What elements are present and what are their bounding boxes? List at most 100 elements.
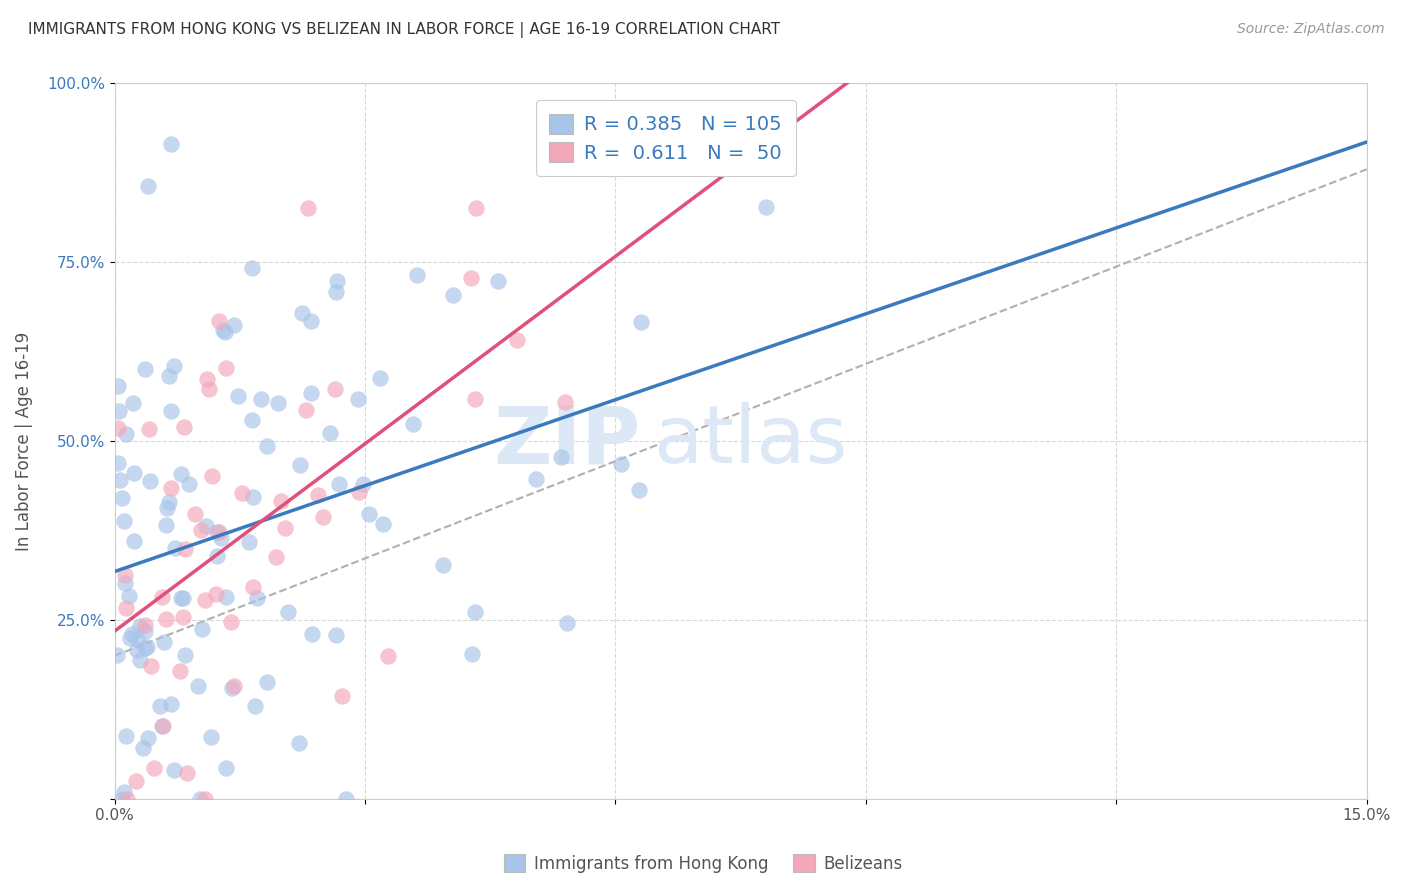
Point <box>371 516 394 531</box>
Point <box>194 593 217 607</box>
Point <box>628 483 651 498</box>
Point <box>136 640 159 654</box>
Point <box>118 631 141 645</box>
Point <box>127 632 149 647</box>
Point <box>174 648 197 662</box>
Point <box>256 439 278 453</box>
Point <box>461 648 484 662</box>
Point <box>270 494 292 508</box>
Point <box>160 137 183 152</box>
Point <box>122 396 145 410</box>
Point <box>129 619 152 633</box>
Point <box>115 426 138 441</box>
Point <box>215 590 238 604</box>
Point <box>114 785 136 799</box>
Point <box>115 729 138 743</box>
Point <box>139 474 162 488</box>
Point <box>554 395 576 409</box>
Point <box>297 201 319 215</box>
Point <box>134 624 156 638</box>
Point <box>114 568 136 582</box>
Point <box>215 761 238 775</box>
Point <box>405 268 427 282</box>
Point <box>240 261 263 276</box>
Point <box>464 392 486 406</box>
Point <box>127 643 149 657</box>
Point <box>243 699 266 714</box>
Point <box>228 389 250 403</box>
Point <box>209 531 232 545</box>
Point <box>325 628 347 642</box>
Point <box>357 508 380 522</box>
Point <box>150 590 173 604</box>
Point <box>170 591 193 605</box>
Point <box>112 514 135 528</box>
Point <box>231 486 253 500</box>
Point <box>159 404 181 418</box>
Point <box>190 523 212 537</box>
Point <box>291 306 314 320</box>
Point <box>150 719 173 733</box>
Point <box>328 477 350 491</box>
Point <box>177 476 200 491</box>
Point <box>240 413 263 427</box>
Y-axis label: In Labor Force | Age 16-19: In Labor Force | Age 16-19 <box>15 332 32 550</box>
Point <box>134 362 156 376</box>
Point <box>149 698 172 713</box>
Point <box>368 371 391 385</box>
Point <box>214 325 236 339</box>
Point <box>318 426 340 441</box>
Legend: R = 0.385   N = 105, R =  0.611   N =  50: R = 0.385 N = 105, R = 0.611 N = 50 <box>536 100 796 177</box>
Point <box>131 741 153 756</box>
Point <box>524 472 547 486</box>
Point <box>134 641 156 656</box>
Point <box>159 698 181 712</box>
Point <box>188 791 211 805</box>
Point <box>195 519 218 533</box>
Point <box>222 679 245 693</box>
Point <box>288 737 311 751</box>
Point <box>208 525 231 540</box>
Point <box>155 517 177 532</box>
Point <box>201 469 224 483</box>
Point <box>108 403 131 417</box>
Point <box>122 467 145 481</box>
Point <box>402 417 425 432</box>
Text: atlas: atlas <box>652 402 848 480</box>
Point <box>125 773 148 788</box>
Point <box>142 761 165 775</box>
Point <box>138 421 160 435</box>
Text: Source: ZipAtlas.com: Source: ZipAtlas.com <box>1237 22 1385 37</box>
Point <box>129 653 152 667</box>
Point <box>486 274 509 288</box>
Point <box>107 457 129 471</box>
Point <box>205 587 228 601</box>
Point <box>464 201 486 215</box>
Point <box>173 542 195 557</box>
Point <box>307 488 329 502</box>
Point <box>153 635 176 649</box>
Point <box>676 150 699 164</box>
Point <box>110 491 132 506</box>
Point <box>169 664 191 678</box>
Point <box>506 333 529 347</box>
Point <box>441 288 464 302</box>
Point <box>377 649 399 664</box>
Point <box>326 274 349 288</box>
Point <box>157 369 180 384</box>
Point <box>134 618 156 632</box>
Point <box>122 534 145 549</box>
Text: ZIP: ZIP <box>494 402 641 480</box>
Point <box>115 791 138 805</box>
Point <box>250 392 273 407</box>
Point <box>267 396 290 410</box>
Point <box>288 458 311 473</box>
Point <box>294 403 316 417</box>
Point <box>610 457 633 471</box>
Point <box>139 658 162 673</box>
Point <box>200 730 222 744</box>
Point <box>347 392 370 406</box>
Point <box>152 719 174 733</box>
Point <box>242 490 264 504</box>
Point <box>194 791 217 805</box>
